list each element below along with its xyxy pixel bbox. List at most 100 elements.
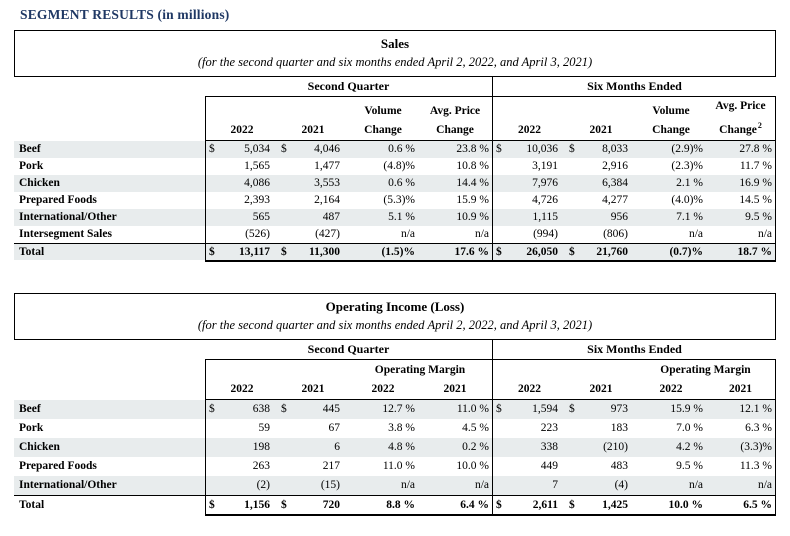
data-cell: 10.9 %: [456, 210, 489, 223]
dollar-sign: $: [569, 142, 575, 155]
dollar-sign: $: [281, 245, 287, 258]
operating-income-title-box: Operating Income (Loss) (for the second …: [14, 292, 776, 340]
data-cell: 14.5 %: [706, 191, 776, 209]
data-cell: 11.3 %: [706, 456, 776, 476]
data-cell: (210): [603, 440, 628, 453]
data-cell: 12.1 %: [706, 399, 776, 419]
row-label: Pork: [19, 421, 44, 434]
data-cell: 59: [205, 418, 278, 438]
data-cell: 67: [328, 421, 341, 434]
data-cell: 565: [205, 208, 278, 226]
data-cell: 198: [205, 437, 278, 457]
page: { "page_title": "SEGMENT RESULTS (in mil…: [0, 7, 790, 536]
second-quarter-header: Second Quarter: [205, 340, 492, 360]
row-label: Intersegment Sales: [19, 227, 112, 240]
data-cell: 1,115: [492, 208, 566, 226]
data-cell: 4,086: [205, 174, 278, 192]
sales-title-box: Sales (for the second quarter and six mo…: [14, 30, 776, 77]
dollar-sign: $: [496, 245, 502, 258]
data-cell: 0.6 %: [388, 142, 415, 155]
data-cell: 7.0 %: [676, 421, 703, 434]
table-row-intersegment-sales: Intersegment Sales (526) (427) n/a n/a (…: [14, 225, 776, 243]
data-cell: 4,277: [602, 193, 628, 206]
column-header-avg-price-change: Avg. Price Change: [418, 97, 492, 141]
table-row-pork: Pork 59 67 3.8 % 4.5 % 223 183 7.0 % 6.3…: [14, 418, 776, 438]
table-row-prepared-foods: Prepared Foods 263 217 11.0 % 10.0 % 449…: [14, 456, 776, 476]
data-cell: $720: [278, 494, 348, 516]
spacer: [492, 359, 636, 380]
data-cell: n/a: [688, 478, 703, 491]
data-cell: 0.6 %: [388, 176, 415, 189]
dollar-sign: $: [496, 142, 502, 155]
second-quarter-header: Second Quarter: [205, 77, 492, 97]
data-cell: $2,611: [492, 494, 566, 516]
column-header-row: 2022 2021 2022 2021 2022 2021 2022 2021: [14, 379, 776, 400]
spacer: [14, 97, 205, 141]
row-label: Chicken: [19, 440, 60, 453]
data-cell: 11.7 %: [706, 157, 776, 175]
six-months-header: Six Months Ended: [492, 339, 776, 360]
column-header-2021: 2021: [706, 379, 776, 400]
dollar-sign: $: [209, 498, 215, 511]
data-cell: 17.6 %: [418, 242, 492, 262]
operating-margin-header: Operating Margin: [636, 359, 776, 380]
data-cell: (2.3)%: [671, 159, 703, 172]
table-row-prepared-foods: Prepared Foods 2,393 2,164 (5.3)% 15.9 %…: [14, 191, 776, 209]
row-label: Beef: [19, 142, 41, 155]
data-cell: n/a: [400, 227, 415, 240]
dollar-sign: $: [281, 402, 287, 415]
data-cell: (4): [614, 478, 628, 491]
data-cell: 487: [322, 210, 340, 223]
data-cell: 10.8 %: [456, 159, 489, 172]
data-cell: 6.4 %: [418, 494, 492, 516]
operating-margin-header: Operating Margin: [374, 363, 466, 376]
row-label: Chicken: [19, 176, 60, 189]
row-label: Prepared Foods: [19, 459, 97, 472]
data-cell: $445: [278, 400, 348, 419]
data-cell: 27.8 %: [706, 140, 776, 158]
data-cell: 1,477: [314, 159, 340, 172]
data-cell: 6,384: [602, 176, 628, 189]
data-cell: (2): [205, 475, 278, 495]
data-cell: 11.0 %: [382, 459, 415, 472]
page-title: SEGMENT RESULTS (in millions): [20, 7, 230, 22]
table-subtitle: (for the second quarter and six months e…: [197, 55, 593, 69]
data-cell: 4,726: [492, 191, 566, 209]
data-cell: n/a: [688, 227, 703, 240]
data-cell: (2.9)%: [671, 142, 703, 155]
column-header-2021: 2021: [278, 97, 348, 141]
table-row-international-other: International/Other (2) (15) n/a n/a 7 (…: [14, 475, 776, 495]
dollar-sign: $: [209, 142, 215, 155]
data-cell: 9.5 %: [706, 208, 776, 226]
column-header-2021: 2021: [278, 380, 348, 400]
column-header-row: 2022 2021 Volume Change Avg. Price Change …: [14, 97, 776, 141]
table-row-total: Total $1,156 $720 8.8 % 6.4 % $2,611 $1,…: [14, 494, 776, 516]
data-cell: (15): [320, 478, 340, 491]
sales-table: Sales (for the second quarter and six mo…: [14, 30, 776, 262]
table-row-pork: Pork 1,565 1,477 (4.8)% 10.8 % 3,191 2,9…: [14, 157, 776, 175]
data-cell: $26,050: [492, 242, 566, 262]
column-header-2021: 2021: [566, 380, 636, 400]
data-cell: (526): [205, 225, 278, 243]
dollar-sign: $: [569, 402, 575, 415]
data-cell: $973: [566, 400, 636, 419]
table-title: Operating Income (Loss): [325, 298, 465, 314]
row-label: International/Other: [19, 210, 117, 223]
data-cell: (994): [492, 225, 566, 243]
data-cell: 3,553: [314, 176, 340, 189]
row-label: International/Other: [19, 478, 117, 491]
data-cell: (427): [315, 227, 340, 240]
data-cell: n/a: [706, 225, 776, 243]
data-cell: $4,046: [278, 141, 348, 158]
data-cell: (806): [603, 227, 628, 240]
dollar-sign: $: [569, 498, 575, 511]
column-header-volume-change: Volume Change: [636, 97, 706, 141]
table-row-chicken: Chicken 4,086 3,553 0.6 % 14.4 % 7,976 6…: [14, 174, 776, 192]
column-header-2022: 2022: [205, 97, 278, 141]
data-cell: $1,594: [492, 399, 566, 419]
column-header-2021: 2021: [418, 380, 492, 400]
data-cell: 15.9 %: [456, 193, 489, 206]
data-cell: 6.5 %: [706, 494, 776, 516]
data-cell: 7.1 %: [676, 210, 703, 223]
row-label: Total: [14, 242, 205, 262]
